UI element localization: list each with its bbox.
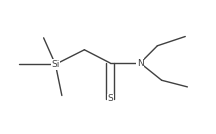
Text: N: N — [137, 59, 144, 68]
Text: S: S — [107, 94, 113, 103]
Text: Si: Si — [51, 60, 60, 69]
